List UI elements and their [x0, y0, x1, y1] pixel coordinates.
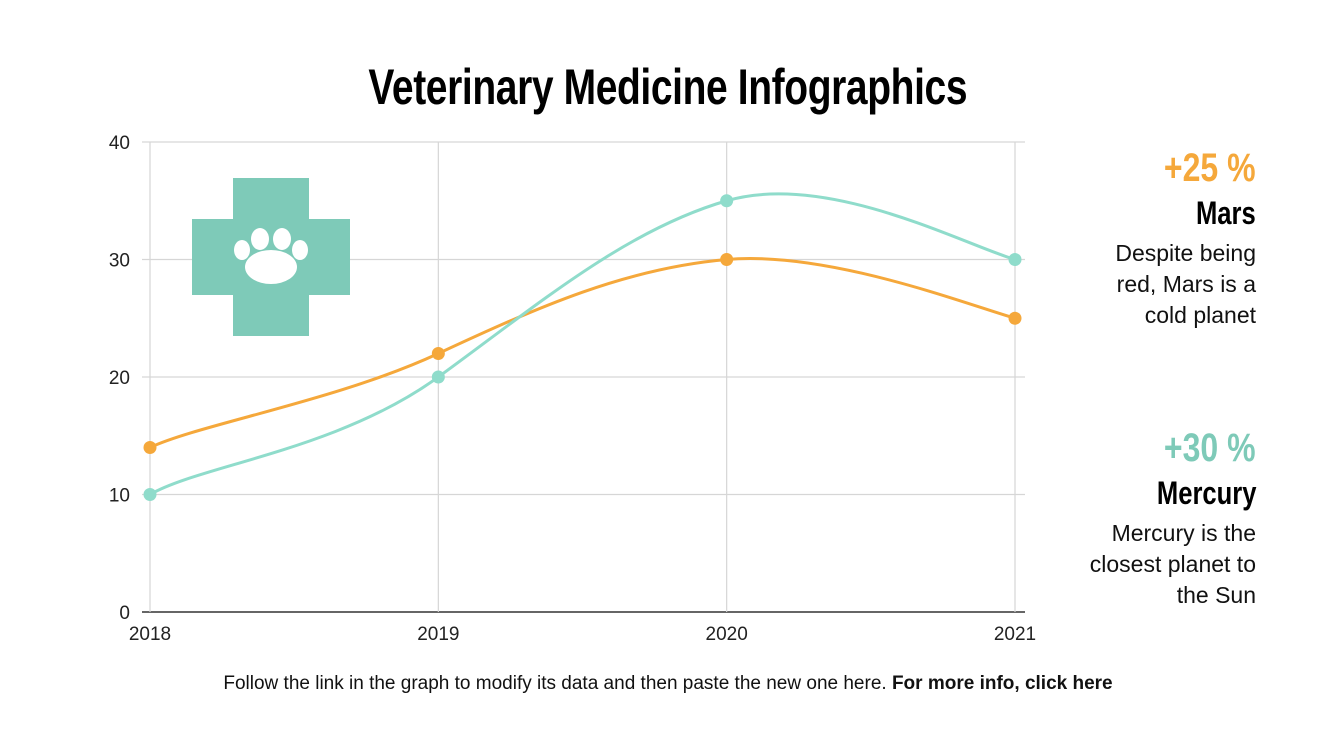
stat-desc: Despite being red, Mars is a cold planet — [1115, 240, 1256, 328]
paw-medical-cross-icon — [192, 178, 350, 336]
series-line-0 — [149, 257, 1016, 449]
stat-name: Mercury — [1156, 475, 1256, 511]
data-point — [431, 347, 445, 360]
data-point — [1008, 311, 1022, 325]
data-point — [720, 194, 734, 208]
y-tick-label: 0 — [119, 603, 130, 624]
more-info-link[interactable]: For more info, click here — [891, 673, 1113, 694]
data-point — [143, 441, 157, 454]
stat-mercury: +30 % Mercury Mercury is the closest pla… — [996, 426, 1256, 611]
stat-value: +25 % — [1164, 146, 1256, 190]
y-tick-label: 30 — [109, 251, 130, 272]
stat-value: +30 % — [1164, 426, 1256, 470]
y-tick-label: 20 — [109, 368, 130, 389]
series-line-1 — [149, 192, 1016, 496]
data-point — [1008, 253, 1022, 266]
data-point — [720, 253, 734, 266]
stat-desc: Mercury is the closest planet to the Sun — [1089, 520, 1256, 608]
x-tick-label: 2018 — [129, 624, 171, 645]
x-tick-label: 2020 — [706, 624, 748, 645]
x-tick-label: 2021 — [994, 624, 1036, 645]
y-tick-label: 40 — [109, 133, 130, 154]
x-tick-label: 2019 — [417, 624, 459, 645]
data-point — [143, 488, 157, 501]
y-tick-label: 10 — [109, 486, 130, 507]
data-point — [431, 370, 445, 384]
stat-mars: +25 % Mars Despite being red, Mars is a … — [996, 146, 1256, 331]
footer-note: Follow the link in the graph to modify i… — [223, 673, 1113, 694]
stat-name: Mars — [1196, 195, 1256, 231]
page-title: Veterinary Medicine Infographics — [368, 59, 968, 115]
